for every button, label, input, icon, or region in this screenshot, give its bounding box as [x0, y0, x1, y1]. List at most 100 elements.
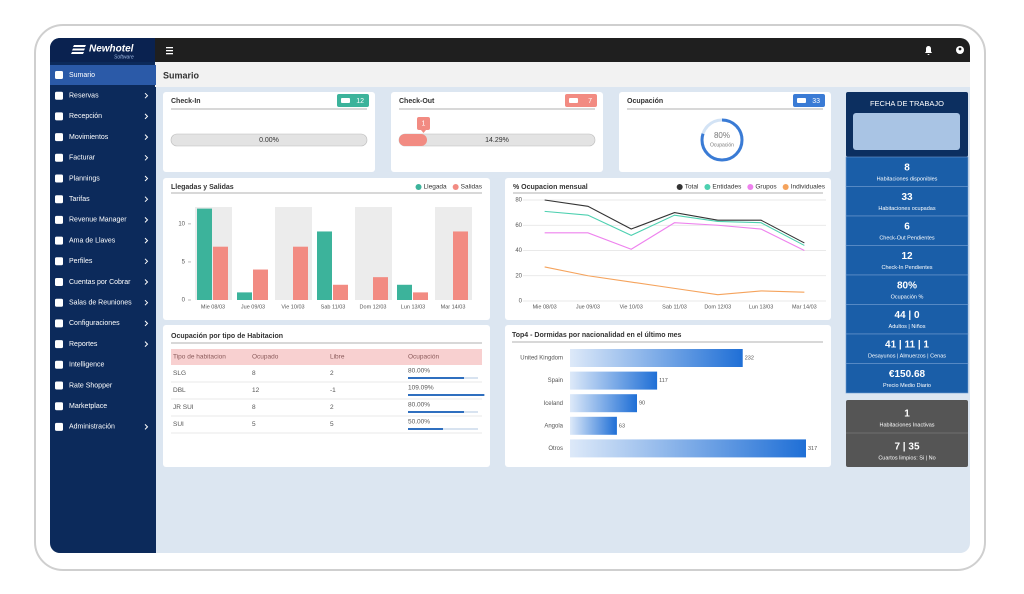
cell-bar — [408, 394, 485, 396]
stat-label: Precio Medio Diario — [883, 383, 931, 389]
menu-item[interactable]: Facturar — [69, 155, 96, 162]
x-tick-label: Dom 12/03 — [360, 304, 387, 310]
line — [544, 210, 805, 246]
menu-icon — [55, 402, 63, 411]
menu-item[interactable]: Intelligence — [69, 362, 105, 369]
progress-label: 0.00% — [259, 137, 279, 144]
menu-item[interactable]: Cuentas por Cobrar — [69, 279, 131, 286]
x-tick-label: Lun 13/03 — [749, 304, 773, 310]
menu-icon[interactable] — [166, 47, 173, 55]
menu-item[interactable]: Plannings — [69, 175, 100, 182]
bar — [570, 371, 658, 390]
menu-icon — [55, 381, 63, 390]
menu-item[interactable]: Rate Shopper — [69, 382, 113, 389]
menu-item[interactable]: Salas de Reuniones — [69, 300, 132, 307]
menu-icon — [55, 298, 63, 307]
menu-item[interactable]: Administración — [69, 424, 115, 431]
bar — [333, 284, 348, 300]
date-box — [853, 113, 960, 150]
x-tick-label: Mie 08/03 — [533, 304, 557, 310]
y-tick-label: 0 — [182, 298, 186, 304]
stat-value: 1 — [904, 409, 910, 420]
x-tick-label: Vie 10/03 — [281, 304, 304, 310]
value-label: 117 — [659, 378, 668, 384]
value-label: 63 — [619, 423, 625, 429]
stat-value: 6 — [904, 222, 910, 233]
chevron — [144, 237, 149, 244]
badge-value: 33 — [812, 98, 820, 105]
bell-icon[interactable] — [925, 46, 932, 55]
kpi-card — [619, 92, 831, 172]
user-icon[interactable] — [956, 46, 964, 54]
badge-icon — [569, 98, 578, 103]
legend-label: Entidades — [712, 184, 742, 191]
gauge-value: 80% — [714, 131, 730, 140]
tooltip-tail — [421, 130, 426, 133]
chevron — [144, 175, 149, 182]
progress-fill — [399, 134, 428, 146]
legend-dot — [747, 184, 754, 190]
stat-value: 8 — [904, 163, 910, 174]
stat-value: 41 | 11 | 1 — [885, 340, 929, 351]
kpi-card — [391, 92, 603, 172]
stat-value: 7 | 35 — [894, 442, 919, 453]
menu-icon — [55, 215, 63, 224]
legend-dot — [452, 184, 459, 190]
bar — [453, 231, 468, 300]
bar — [293, 246, 308, 300]
menu-icon — [55, 340, 63, 349]
value-label: 90 — [639, 401, 645, 407]
bar — [237, 292, 252, 300]
bar — [373, 277, 388, 300]
stat-label: Check-In Pendientes — [881, 265, 932, 271]
stat-value: €150.68 — [889, 369, 926, 380]
legend-label: Total — [685, 184, 699, 191]
card-title: Check-Out — [399, 98, 435, 105]
logo-mark — [71, 45, 86, 54]
y-tick-label: 20 — [515, 273, 522, 279]
stat-row — [845, 186, 969, 217]
menu-item[interactable]: Reservas — [69, 93, 99, 100]
menu-item[interactable]: Revenue Manager — [69, 217, 127, 224]
sidebar — [50, 38, 156, 553]
menu-item[interactable]: Perfiles — [69, 258, 93, 265]
menu-item[interactable]: Ama de Llaves — [69, 237, 116, 244]
line — [544, 266, 805, 296]
stat-label: Habitaciones Inactivas — [879, 422, 934, 428]
y-tick-label: 5 — [182, 260, 186, 266]
stat-label: Check-Out Pendientes — [879, 235, 935, 241]
badge-icon — [797, 98, 806, 103]
menu-item[interactable]: Marketplace — [69, 403, 107, 410]
menu-item[interactable]: Movimientos — [69, 134, 109, 141]
menu-icon — [55, 153, 63, 162]
progress-label: 14.29% — [485, 137, 509, 144]
menu-icon — [55, 319, 63, 328]
gauge-arc — [700, 118, 744, 162]
stat-label: Habitaciones ocupadas — [878, 206, 935, 212]
column-header: Ocupación — [408, 354, 439, 361]
menu-item[interactable]: Reportes — [69, 341, 98, 348]
table-cell: SLG — [173, 370, 186, 377]
logo-sub: Software — [114, 54, 134, 60]
menu-item[interactable]: Sumario — [69, 72, 95, 79]
chevron — [144, 424, 149, 430]
table-header — [171, 349, 482, 365]
menu-item[interactable]: Configuraciones — [69, 320, 120, 327]
menu-icon — [55, 422, 63, 431]
legend-dot — [782, 184, 789, 190]
menu-item[interactable]: Tarifas — [69, 196, 90, 203]
table-cell: 2 — [330, 404, 334, 411]
stat-row — [845, 156, 969, 187]
menu-item[interactable]: Recepción — [69, 113, 102, 120]
x-tick-label: Sab 11/03 — [321, 304, 346, 310]
y-tick-label: 80 — [515, 198, 522, 204]
bar — [570, 394, 638, 413]
legend-label: Salidas — [461, 184, 483, 191]
stat-label: Cuartos limpios: Si | No — [878, 455, 935, 461]
logo: Newhotel — [89, 44, 134, 55]
chevron — [144, 320, 149, 327]
table-cell: 8 — [252, 370, 256, 377]
screen: Newhotel Software Sumario Sumario Reserva… — [50, 38, 970, 553]
table-cell: 5 — [330, 421, 334, 428]
table-cell: 12 — [252, 387, 260, 394]
